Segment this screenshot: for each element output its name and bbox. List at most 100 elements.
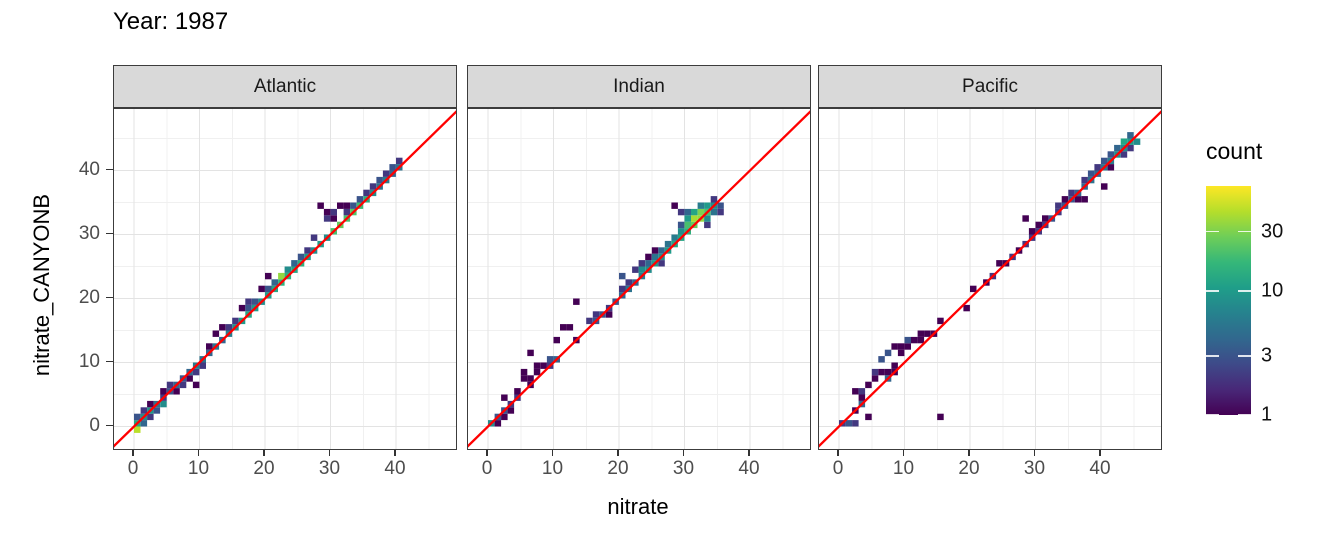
bin2d-rect [527,349,534,357]
bin2d-rect [704,202,711,209]
bin2d-rect [1107,164,1115,171]
y-tick-label: 0 [89,414,100,436]
bin2d-rect [179,381,187,389]
bin2d-rect [1127,144,1134,152]
bin2d-rect [278,272,285,280]
bin2d-rect [937,317,944,325]
panel-canvas-indian [468,109,810,449]
bin2d-rect [1087,170,1095,177]
bin2d-rect [1094,164,1101,171]
bin2d-rect [619,272,626,280]
bin2d-rect [546,356,554,363]
bin2d-rect [710,196,718,203]
bin2d-rect [671,202,678,209]
bin2d-rect [245,304,252,312]
bin2d-rect [1028,228,1036,235]
legend-colorbar [1206,186,1251,415]
bin2d-rect [527,375,534,382]
legend-tick-label: 3 [1261,344,1273,367]
gridlines [468,109,810,449]
bin2d-rect [140,420,148,427]
x-tick-mark [263,450,265,456]
bin2d-rect [664,240,672,248]
identity-line [468,110,810,448]
identity-line [819,110,1161,448]
bin2d-rect [592,311,600,318]
bin2d-rect [619,285,626,293]
y-tick-label: 20 [78,286,100,308]
x-axis-title: nitrate [607,494,669,519]
bin2d-rect [1107,151,1115,158]
bin2d-rect [350,202,357,209]
legend-tick-mark [1238,414,1251,416]
x-tick-mark [902,450,905,456]
bin2d-rect [251,298,259,305]
bin2d-rect [553,336,560,344]
bin2d-rect [884,368,892,376]
x-tick-label: 20 [253,458,275,479]
x-tick-label: 10 [892,458,915,479]
bin2d-rect [232,317,239,325]
x-tick-mark [551,450,554,456]
bin2d-rect [1101,157,1108,165]
bin2d-rect [323,208,331,216]
bin2d-rect [924,330,931,337]
bin2d-rect [651,253,659,261]
bin2d-rect [147,413,154,421]
legend-title: count [1206,138,1263,164]
bin2d-rect [605,311,613,318]
bin2d-rect [140,407,148,414]
x-tick-label: 0 [481,458,493,479]
bin2d-rect [304,247,311,254]
bin2d-rect [704,215,711,222]
bin2d-rect [219,324,226,331]
bin2d-rect [904,343,911,350]
bin2d-rect [533,368,541,376]
x-tick-mark [682,450,685,456]
bin2d-rect [382,170,390,177]
panel-atlantic [113,108,457,450]
bin2d-rect [638,266,646,273]
facet-strip-atlantic: Atlantic [113,65,457,108]
bin2d-rect [996,260,1003,267]
bin2d-rect [632,266,639,273]
bin2d-rect [501,413,508,421]
bin2d-rect [1101,183,1108,190]
y-tick-mark [106,168,113,171]
bin2d-rect [691,208,698,216]
bin2d-rect [677,221,685,229]
bin2d-rect [858,388,866,395]
x-tick-mark [837,450,839,456]
bin2d-rect [265,272,272,280]
facet-strip-indian: Indian [467,65,811,108]
bin2d-rect [245,298,252,305]
bin2d-rect [852,388,859,395]
bin2d-rect [540,362,547,369]
bin2d-rect [225,324,233,331]
bin2d-rect [638,260,646,267]
bin2d-rect [192,368,200,376]
bin2d-rect [852,420,859,427]
x-tick-mark [328,450,331,456]
bin2d-rect [677,228,685,235]
bin2d-rect [684,208,691,216]
bin2d-rect [284,266,292,273]
bin2d-rect [160,400,167,408]
bin2d-rect [970,285,977,293]
y-tick-mark [106,424,113,427]
bin2d-rect [911,336,918,344]
x-tick-label: 20 [958,458,980,479]
bin2d-rect [1061,196,1069,203]
bin2d-rect [704,221,711,229]
x-tick-label: 30 [318,458,341,479]
facet-strip-label: Pacific [962,75,1018,97]
legend-tick-mark [1206,414,1219,416]
bin2d-rect [173,388,180,395]
x-tick-label: 10 [541,458,564,479]
bin2d-rect [291,260,298,267]
legend-tick-mark [1238,290,1251,292]
bin2d-rect [1042,215,1049,222]
bin2d-rect [1120,151,1128,158]
bin2d-rect [917,330,925,337]
